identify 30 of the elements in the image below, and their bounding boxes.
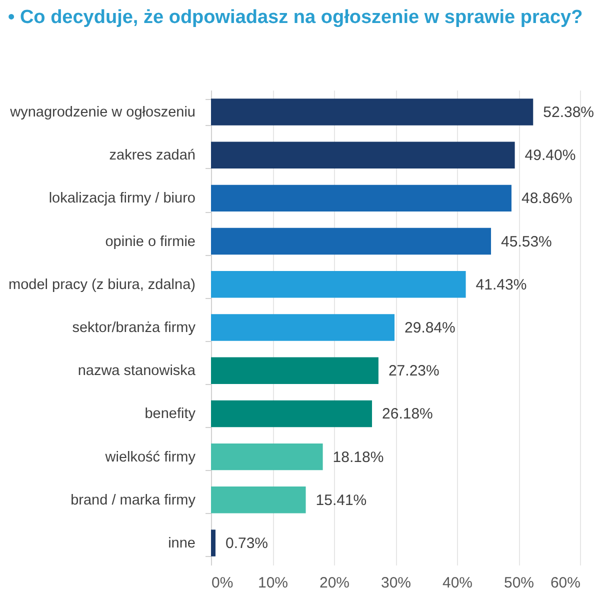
x-tick-label: 0% bbox=[212, 574, 234, 592]
y-tick-label: inne bbox=[168, 536, 196, 552]
chart-title: • Co decyduje, że odpowiadasz na ogłoszenie w sprawie pracy? bbox=[8, 7, 583, 28]
x-tick-label: 50% bbox=[504, 574, 534, 592]
data-label: 41.43% bbox=[476, 276, 527, 294]
y-tick-label: model pracy (z biura, zdalna) bbox=[8, 276, 196, 293]
x-tick-label: 40% bbox=[442, 574, 473, 592]
y-tick-label: zakres zadań bbox=[109, 148, 196, 164]
x-tick-label: 20% bbox=[319, 574, 350, 592]
data-label: 49.40% bbox=[524, 147, 576, 164]
y-tick-label: wielkość firmy bbox=[104, 449, 196, 466]
y-tick-label: benefity bbox=[144, 406, 196, 422]
data-label: 26.18% bbox=[382, 406, 433, 423]
y-tick-label: lokalizacja firmy / biuro bbox=[48, 190, 196, 207]
data-label: 15.41% bbox=[316, 492, 367, 509]
x-tick-label: 10% bbox=[258, 574, 288, 592]
data-label: 0.73% bbox=[225, 535, 268, 552]
y-tick-label: opinie o firmie bbox=[105, 234, 196, 250]
data-label: 45.53% bbox=[501, 233, 552, 250]
x-tick-label: 30% bbox=[380, 574, 412, 592]
y-tick-label: wynagrodzenie w ogłoszeniu bbox=[9, 104, 196, 120]
y-tick-label: sektor/branża firmy bbox=[72, 320, 196, 336]
y-tick-label: nazwa stanowiska bbox=[78, 363, 196, 380]
data-label: 18.18% bbox=[332, 448, 384, 466]
data-label: 27.23% bbox=[388, 362, 440, 380]
y-tick-label: brand / marka firmy bbox=[70, 492, 196, 508]
data-label: 29.84% bbox=[404, 320, 456, 336]
data-label: 48.86% bbox=[521, 190, 572, 208]
data-label: 52.38% bbox=[543, 104, 594, 121]
x-tick-label: 60% bbox=[550, 574, 580, 592]
